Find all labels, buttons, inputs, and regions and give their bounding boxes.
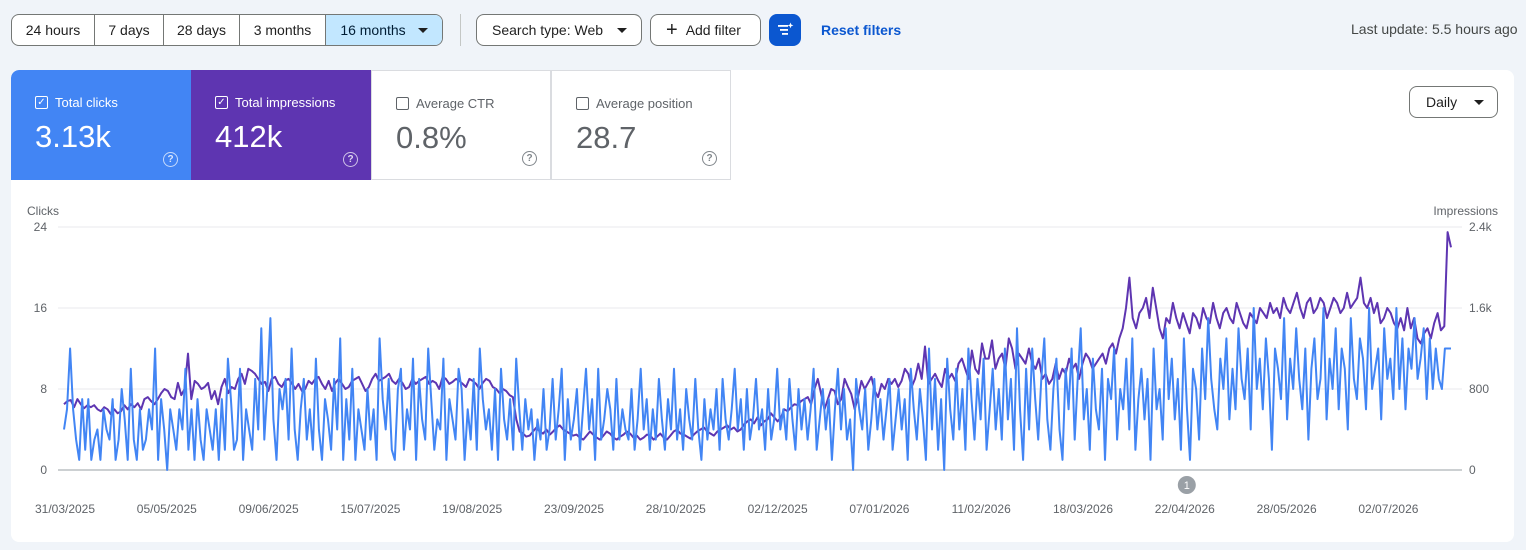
search-type-dropdown[interactable]: Search type: Web (476, 14, 642, 46)
checkbox-unchecked-icon[interactable] (396, 97, 409, 110)
metric-label: ✓ Total impressions (215, 95, 335, 110)
last-update-text: Last update: 5.5 hours ago (1351, 21, 1518, 37)
x-axis-tick-label: 31/03/2025 (35, 502, 95, 516)
x-axis-tick-label: 23/09/2025 (544, 502, 604, 516)
metric-value: 0.8% (396, 120, 467, 155)
metric-label: Average CTR (396, 96, 495, 111)
metric-name: Average CTR (416, 96, 495, 111)
filter-settings-button[interactable] (769, 14, 801, 46)
metric-name: Average position (596, 96, 693, 111)
performance-card: ✓ Total clicks 3.13k ? ✓ Total impressions… (11, 70, 1514, 542)
checkbox-checked-icon[interactable]: ✓ (215, 96, 228, 109)
left-axis-label: Clicks (27, 204, 59, 218)
help-icon[interactable]: ? (702, 151, 717, 166)
x-axis-tick-label: 19/08/2025 (442, 502, 502, 516)
clicks-series-line (63, 307, 1451, 471)
range-24-hours-button[interactable]: 24 hours (12, 15, 95, 45)
x-axis-tick-label: 07/01/2026 (849, 502, 909, 516)
metric-value: 412k (215, 119, 283, 154)
x-axis-tick-label: 28/05/2026 (1257, 502, 1317, 516)
dropdown-caret-icon (417, 27, 428, 33)
metric-tile-total-impressions[interactable]: ✓ Total impressions 412k ? (191, 70, 371, 180)
left-axis-tick-label: 0 (40, 463, 47, 477)
performance-chart: 0 8 16 24 0 800 1.6k 2.4k Clicks Impressions 31/03… (27, 204, 1498, 516)
help-icon[interactable]: ? (522, 151, 537, 166)
metric-tile-total-clicks[interactable]: ✓ Total clicks 3.13k ? (11, 70, 191, 180)
right-axis-tick-label: 2.4k (1469, 220, 1493, 234)
x-axis-tick-label: 02/07/2026 (1358, 502, 1418, 516)
plus-icon: + (666, 19, 678, 41)
x-axis-tick-label: 15/07/2025 (340, 502, 400, 516)
metric-value: 3.13k (35, 119, 111, 154)
right-axis-tick-label: 0 (1469, 463, 1476, 477)
x-axis-tick-label: 02/12/2025 (748, 502, 808, 516)
metric-tile-average-position[interactable]: Average position 28.7 ? (551, 70, 731, 180)
range-16-months-label: 16 months (340, 22, 406, 38)
range-16-months-button[interactable]: 16 months (326, 15, 442, 45)
x-axis-tick-label: 28/10/2025 (646, 502, 706, 516)
annotation-label: 1 (1184, 480, 1190, 492)
search-type-label: Search type: Web (492, 22, 604, 38)
help-icon[interactable]: ? (343, 152, 358, 167)
reset-filters-link[interactable]: Reset filters (821, 22, 902, 38)
range-28-days-button[interactable]: 28 days (164, 15, 240, 45)
range-7-days-button[interactable]: 7 days (95, 15, 164, 45)
metric-value: 28.7 (576, 120, 637, 155)
checkbox-checked-icon[interactable]: ✓ (35, 96, 48, 109)
dropdown-caret-icon (617, 27, 628, 33)
metric-label: ✓ Total clicks (35, 95, 118, 110)
left-axis-tick-label: 24 (34, 220, 48, 234)
dropdown-caret-icon (1474, 99, 1485, 105)
annotation-marker (1177, 476, 1196, 494)
left-axis-tick-label: 8 (40, 382, 47, 396)
granularity-dropdown[interactable]: Daily (1409, 86, 1498, 118)
x-axis-tick-label: 09/06/2025 (239, 502, 299, 516)
metric-label: Average position (576, 96, 693, 111)
x-axis-tick-label: 22/04/2026 (1155, 502, 1215, 516)
divider (460, 14, 461, 46)
checkbox-unchecked-icon[interactable] (576, 97, 589, 110)
help-icon[interactable]: ? (163, 152, 178, 167)
right-axis-tick-label: 800 (1469, 382, 1489, 396)
add-filter-button[interactable]: + Add filter (650, 14, 761, 46)
x-axis-tick-label: 18/03/2026 (1053, 502, 1113, 516)
granularity-label: Daily (1426, 94, 1458, 110)
right-axis-label: Impressions (1433, 204, 1498, 218)
x-axis-tick-label: 11/02/2026 (952, 502, 1011, 516)
x-axis-tick-label: 05/05/2025 (137, 502, 197, 516)
right-axis-tick-label: 1.6k (1469, 301, 1493, 315)
toolbar: 24 hours 7 days 28 days 3 months 16 mont… (11, 14, 901, 46)
add-filter-label: Add filter (685, 22, 741, 38)
metric-tile-average-ctr[interactable]: Average CTR 0.8% ? (371, 70, 551, 180)
date-range-selector: 24 hours 7 days 28 days 3 months 16 mont… (11, 14, 443, 46)
filter-sparkle-icon (778, 22, 794, 35)
range-3-months-button[interactable]: 3 months (240, 15, 326, 45)
metric-name: Total clicks (55, 95, 118, 110)
metric-name: Total impressions (235, 95, 336, 110)
left-axis-tick-label: 16 (34, 301, 48, 315)
